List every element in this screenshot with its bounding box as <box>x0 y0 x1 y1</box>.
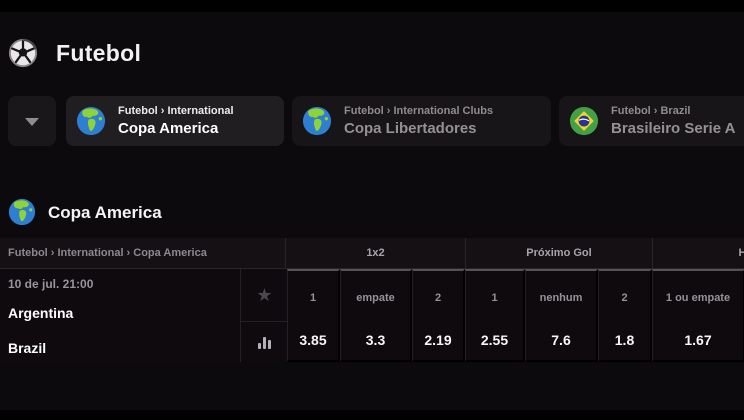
odds-value: 2.55 <box>480 332 509 348</box>
chip-competition-name: Brasileiro Serie A <box>611 119 736 137</box>
odds-button-1x2-2[interactable]: 2 2.19 <box>412 269 465 362</box>
chip-competition-name: Copa America <box>118 119 219 137</box>
globe-americas-icon <box>302 106 332 136</box>
match-datetime: 10 de jul. 21:00 <box>8 277 94 291</box>
bottom-letterbox-bar <box>0 410 744 420</box>
odds-button-1x2-1[interactable]: 1 3.85 <box>287 269 340 362</box>
competition-chips-row: Futebol › International Copa America Fut… <box>0 96 744 146</box>
star-icon: ★ <box>256 285 273 305</box>
odds-value: 1.8 <box>614 332 635 348</box>
league-section-header: Copa America <box>0 185 744 235</box>
caret-down-icon <box>25 118 39 126</box>
breadcrumb[interactable]: Futebol › International › Copa America <box>8 247 207 259</box>
odds-button-proximo-gol-nenhum[interactable]: nenhum 7.6 <box>525 269 598 362</box>
odds-value: 7.6 <box>551 332 571 348</box>
odds-value: 1.67 <box>684 332 712 348</box>
market-group-proximo-gol: Próximo Gol <box>465 238 652 268</box>
odds-label: 2 <box>434 292 442 304</box>
odds-label: 1 <box>309 292 317 304</box>
odds-button-1-ou-empate[interactable]: 1 ou empate 1.67 <box>652 269 744 362</box>
globe-americas-icon <box>8 198 36 226</box>
bar-chart-icon <box>258 336 271 349</box>
chip-competition-name: Copa Libertadores <box>344 119 477 137</box>
page-header: Futebol <box>0 12 744 86</box>
chip-text: Futebol › International Copa America <box>118 105 234 137</box>
statistics-button[interactable] <box>241 323 288 362</box>
odds-button-proximo-gol-1[interactable]: 1 2.55 <box>465 269 525 362</box>
odds-value: 3.3 <box>365 332 386 348</box>
globe-americas-icon <box>76 106 106 136</box>
chip-text: Futebol › International Clubs Copa Liber… <box>344 105 493 137</box>
match-info-cell[interactable]: 10 de jul. 21:00 Argentina Brazil <box>0 269 240 362</box>
chip-brasileiro-serie-a[interactable]: Futebol › Brazil Brasileiro Serie A <box>559 96 744 146</box>
soccer-ball-icon <box>8 38 38 68</box>
odds-value: 3.85 <box>299 332 327 348</box>
market-group-1x2: 1x2 <box>285 238 465 268</box>
chip-breadcrumb: Futebol › International <box>118 105 234 118</box>
chip-text: Futebol › Brazil Brasileiro Serie A <box>611 105 736 137</box>
match-row: 10 de jul. 21:00 Argentina Brazil ★ 1 3.… <box>0 269 744 362</box>
odds-table-header: Futebol › International › Copa America 1… <box>0 238 744 269</box>
favorite-button[interactable]: ★ <box>241 269 288 322</box>
odds-label: nenhum <box>539 292 583 304</box>
chip-breadcrumb: Futebol › International Clubs <box>344 105 494 118</box>
odds-value: 2.19 <box>424 332 452 348</box>
match-tools-cell: ★ <box>240 269 288 362</box>
chip-copa-libertadores[interactable]: Futebol › International Clubs Copa Liber… <box>292 96 551 146</box>
odds-button-1x2-empate[interactable]: empate 3.3 <box>340 269 412 362</box>
competitions-dropdown-button[interactable] <box>8 96 56 146</box>
chip-copa-america[interactable]: Futebol › International Copa America <box>66 96 284 146</box>
league-title: Copa America <box>48 203 162 222</box>
odds-label: 1 <box>491 292 498 304</box>
market-group-h: H <box>652 238 744 268</box>
chip-breadcrumb: Futebol › Brazil <box>611 105 691 118</box>
odds-label: 1 ou empate <box>665 292 731 304</box>
odds-button-proximo-gol-2[interactable]: 2 1.8 <box>598 269 652 362</box>
away-team-name: Brazil <box>8 340 47 356</box>
brazil-flag-icon <box>569 106 599 136</box>
page-title: Futebol <box>56 40 142 66</box>
odds-label: 2 <box>621 292 628 304</box>
home-team-name: Argentina <box>8 305 74 321</box>
top-letterbox-bar <box>0 0 744 12</box>
odds-label: empate <box>356 292 395 304</box>
